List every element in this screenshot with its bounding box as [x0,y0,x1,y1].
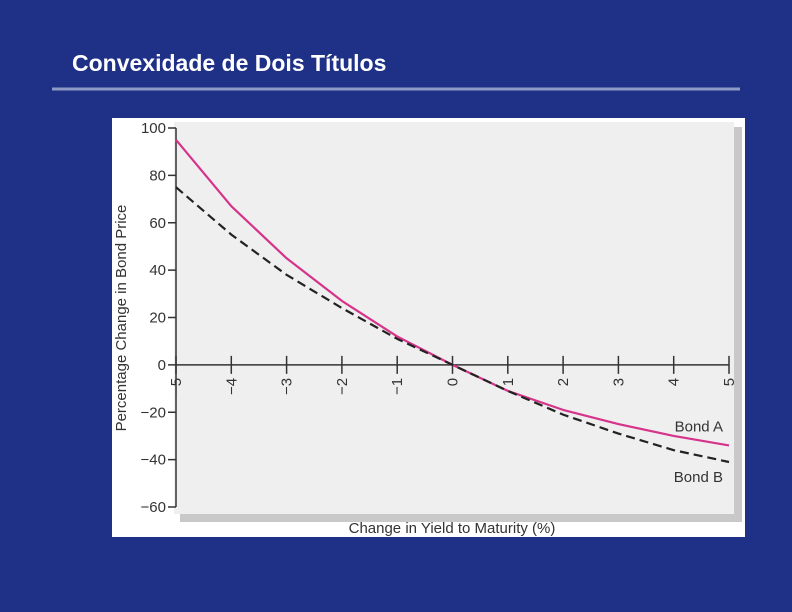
y-tick-label: −20 [141,404,166,421]
y-tick-label: 60 [149,215,166,232]
y-tick-label: 0 [158,357,166,374]
y-axis-label: Percentage Change in Bond Price [113,205,130,432]
x-axis-label: Change in Yield to Maturity (%) [349,520,556,537]
y-tick-label: −60 [141,499,166,516]
x-tick-label: −5 [168,378,185,395]
plot: −60 −40 −20 0 20 40 60 80 100 −5 −4 −3 −2 −1 0 1 2 3 4 5 Bon… [141,120,738,516]
slide-title: Convexidade de Dois Títulos [72,50,386,76]
x-tick-label: 1 [500,378,517,386]
plot-area [174,122,734,514]
series-label: Bond A [675,418,723,435]
x-tick-label: 3 [610,378,627,386]
x-tick-label: −1 [389,378,406,395]
y-tick-label: 20 [149,310,166,327]
series-label: Bond B [674,469,723,486]
x-tick-label: 5 [721,378,738,386]
y-tick-label: 80 [149,167,166,184]
y-tick-label: 40 [149,262,166,279]
x-tick-label: 2 [555,378,572,386]
y-tick-label: −40 [141,452,166,469]
x-tick-label: 4 [666,378,683,386]
y-tick-label: 100 [141,120,166,137]
series-line [175,186,730,464]
x-tick-label: −4 [223,378,240,395]
x-tick-label: −3 [279,378,296,395]
x-tick-label: −2 [334,378,351,395]
x-tick-label: 0 [445,378,462,386]
